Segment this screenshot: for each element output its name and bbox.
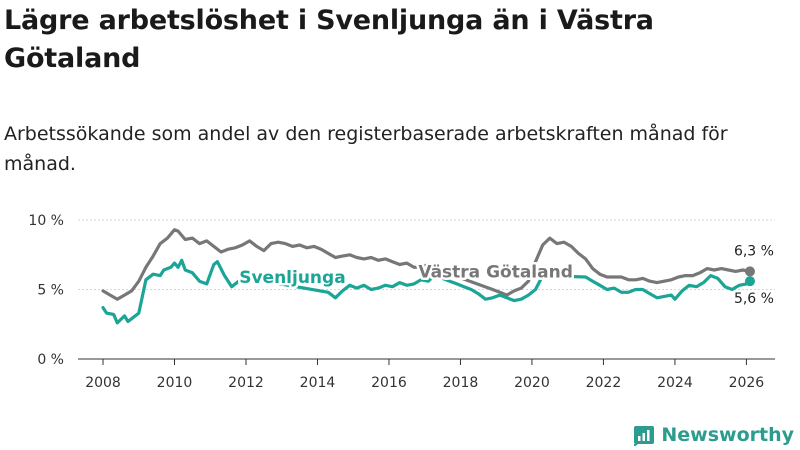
x-tick-label: 2016 — [371, 375, 407, 391]
end-value-label-svenljunga: 5,6 % — [734, 291, 774, 307]
y-tick-label: 10 % — [28, 213, 64, 229]
series-labels: 6,3 % 5,6 % Västra Götaland Svenljunga — [237, 243, 774, 307]
gridlines — [78, 219, 775, 360]
x-tick-label: 2024 — [657, 375, 693, 391]
series-line-vastra-gotaland — [101, 228, 752, 301]
series-lines — [101, 228, 755, 325]
x-tick-label: 2014 — [300, 375, 336, 391]
x-tick-label: 2022 — [586, 375, 622, 391]
y-tick-label: 0 % — [37, 352, 64, 368]
x-tick-label: 2020 — [514, 375, 550, 391]
newsworthy-logo-icon — [634, 426, 655, 446]
x-axis: 2008 2010 2012 2014 2016 2018 2020 2022 2024 2026 — [85, 359, 764, 391]
x-tick-label: 2018 — [443, 375, 479, 391]
brand-name: Newsworthy — [661, 424, 794, 446]
x-tick-label: 2026 — [729, 375, 765, 391]
end-point-vastra-gotaland — [744, 266, 755, 277]
y-axis-ticks: 0 % 5 % 10 % — [28, 213, 64, 368]
series-label-vastra-gotaland: Västra Götaland — [418, 262, 573, 282]
end-point-svenljunga — [744, 276, 755, 287]
series-label-svenljunga: Svenljunga — [239, 268, 345, 288]
x-tick-label: 2010 — [157, 375, 193, 391]
y-tick-label: 5 % — [37, 283, 64, 299]
chart-subtitle: Arbetssökande som andel av den registerb… — [4, 123, 728, 175]
chart-title: Lägre arbetslöshet i Svenljunga än i Väs… — [4, 5, 654, 74]
x-tick-label: 2012 — [228, 375, 264, 391]
brand-logo: Newsworthy — [633, 424, 794, 446]
series-line-svenljunga — [101, 258, 752, 325]
end-value-label-vastra-gotaland: 6,3 % — [734, 243, 774, 259]
x-tick-label: 2008 — [85, 375, 121, 391]
